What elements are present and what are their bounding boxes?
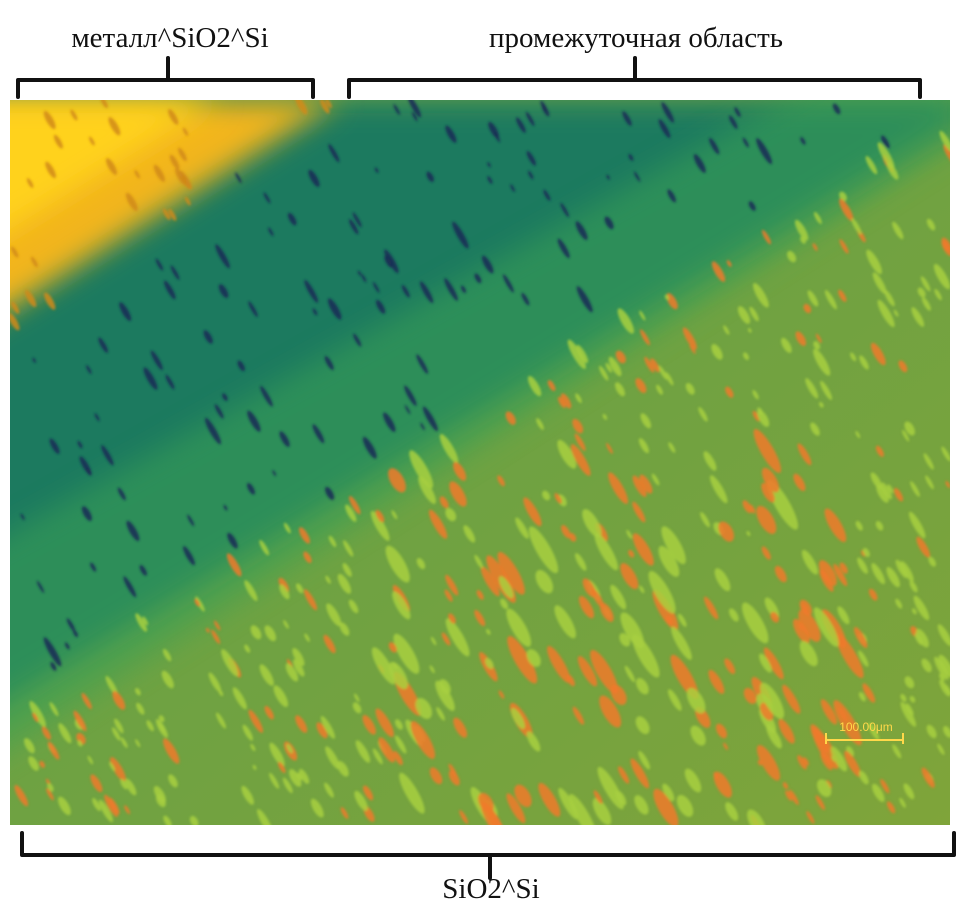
figure: 100.00μm металл^SiO2^Si промежуточная об… [0, 0, 962, 905]
bracket-sio2 [22, 833, 954, 878]
label-metal: металл^SiO2^Si [71, 22, 268, 54]
label-sio2: SiO2^Si [442, 873, 539, 905]
bracket-intermediate [349, 58, 920, 97]
bracket-metal [18, 58, 313, 97]
label-intermediate: промежуточная область [489, 22, 783, 54]
micrograph: 100.00μm [0, 0, 960, 844]
scale-label: 100.00μm [839, 720, 893, 734]
page: 100.00μm металл^SiO2^Si промежуточная об… [0, 0, 962, 905]
